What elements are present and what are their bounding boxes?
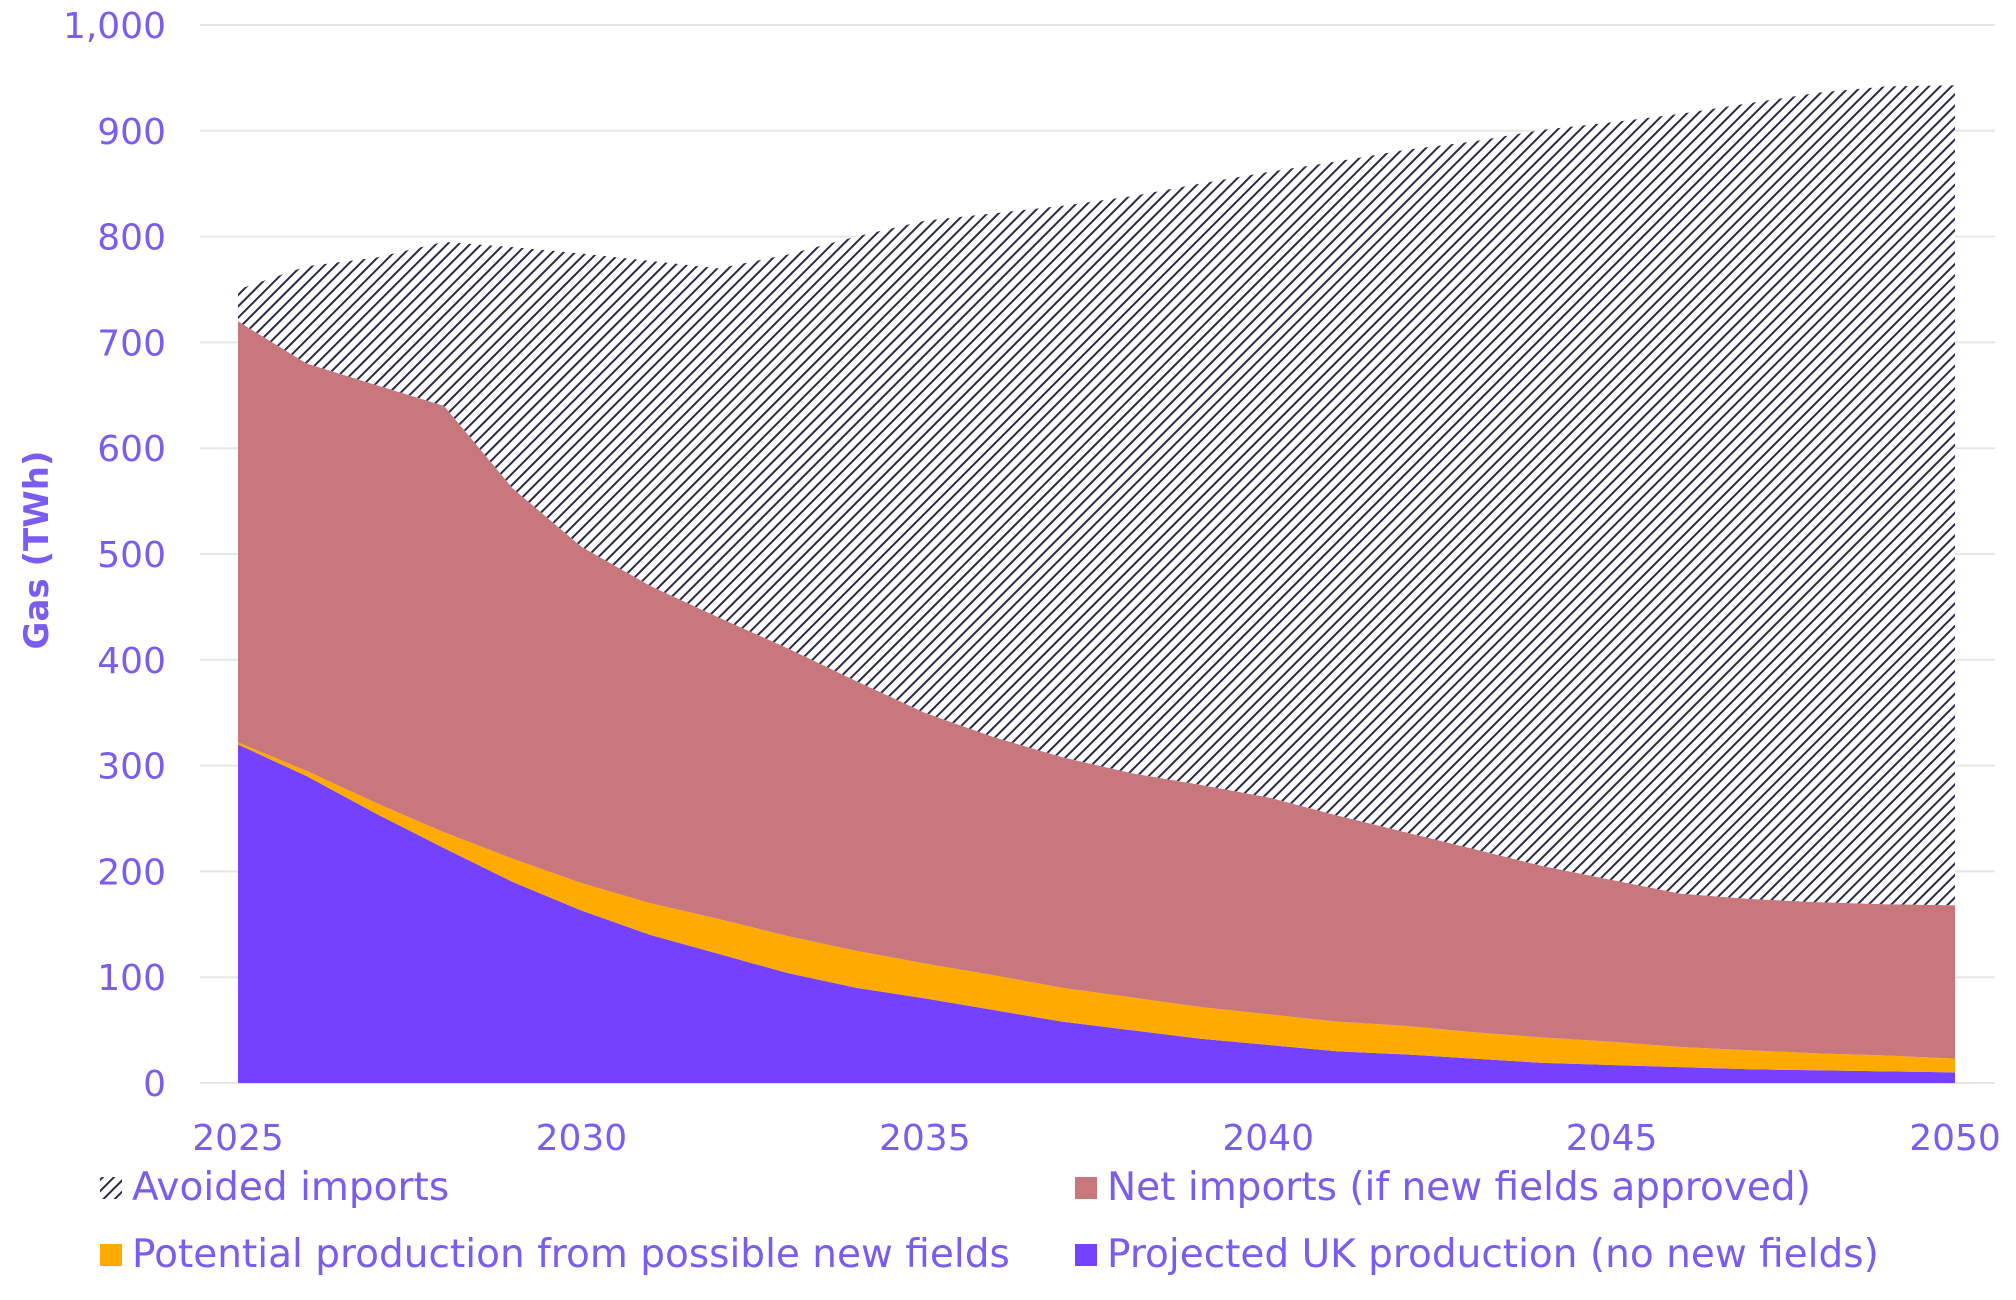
x-axis-ticks: 2025 2030 2035 2040 2045 2050 <box>192 1118 2001 1159</box>
y-tick-label: 1,000 <box>63 6 166 47</box>
y-tick-label: 200 <box>97 852 166 893</box>
legend: Avoided imports Net imports (if new field… <box>100 1165 1879 1277</box>
y-tick-label: 400 <box>97 641 166 682</box>
legend-item: Avoided imports <box>100 1165 449 1210</box>
y-tick-label: 500 <box>97 535 166 576</box>
y-tick-label: 700 <box>97 323 166 364</box>
y-tick-label: 800 <box>97 218 166 259</box>
legend-label: Projected UK production (no new fields) <box>1107 1232 1879 1277</box>
y-axis-ticks: 0 100 200 300 400 500 600 700 800 900 1,000 <box>63 6 166 1105</box>
legend-label: Avoided imports <box>132 1165 449 1210</box>
area-projected-uk-production-no-new-fields <box>238 744 1955 1083</box>
y-tick-label: 100 <box>97 958 166 999</box>
stacked-areas <box>238 85 1955 1083</box>
x-tick-label: 2045 <box>1566 1118 1658 1159</box>
y-tick-label: 900 <box>97 112 166 153</box>
y-tick-label: 300 <box>97 747 166 788</box>
area-avoided-imports <box>238 85 1955 906</box>
legend-label: Net imports (if new fields approved) <box>1107 1165 1811 1210</box>
y-tick-label: 600 <box>97 429 166 470</box>
area-potential-production-from-possible-new-fields <box>238 742 1955 1073</box>
x-tick-label: 2035 <box>879 1118 971 1159</box>
legend-swatch <box>1075 1177 1097 1199</box>
x-tick-label: 2050 <box>1909 1118 2001 1159</box>
legend-swatch <box>100 1177 122 1199</box>
legend-swatch <box>1075 1244 1097 1266</box>
x-tick-label: 2030 <box>536 1118 628 1159</box>
y-axis-title: Gas (TWh) <box>17 451 57 650</box>
legend-label: Potential production from possible new f… <box>132 1232 1010 1277</box>
x-tick-label: 2040 <box>1222 1118 1314 1159</box>
legend-item: Potential production from possible new f… <box>100 1232 1010 1277</box>
area-net-imports-if-new-fields-approved <box>238 321 1955 1059</box>
y-tick-label: 0 <box>143 1064 166 1105</box>
legend-item: Net imports (if new fields approved) <box>1075 1165 1811 1210</box>
legend-swatch <box>100 1244 122 1266</box>
x-tick-label: 2025 <box>192 1118 284 1159</box>
legend-item: Projected UK production (no new fields) <box>1075 1232 1879 1277</box>
